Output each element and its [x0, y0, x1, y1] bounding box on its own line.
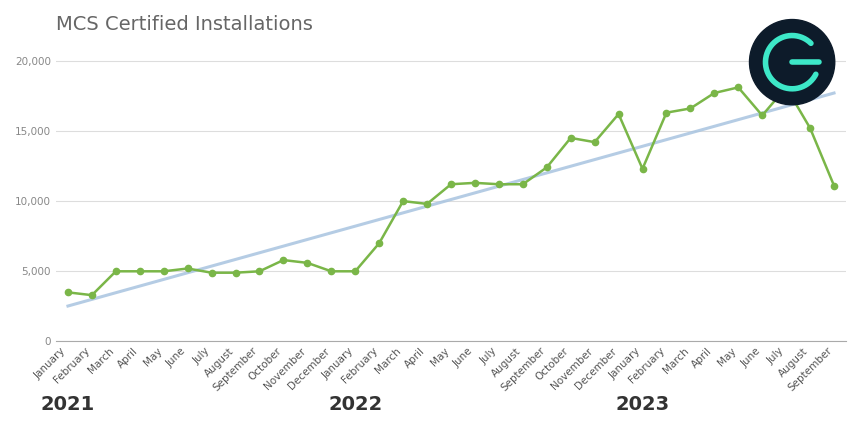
Text: MCS Certified Installations: MCS Certified Installations [56, 15, 313, 34]
Text: 2022: 2022 [328, 395, 382, 414]
Circle shape [749, 20, 835, 105]
Text: 2023: 2023 [616, 395, 670, 414]
Text: 2021: 2021 [40, 395, 95, 414]
